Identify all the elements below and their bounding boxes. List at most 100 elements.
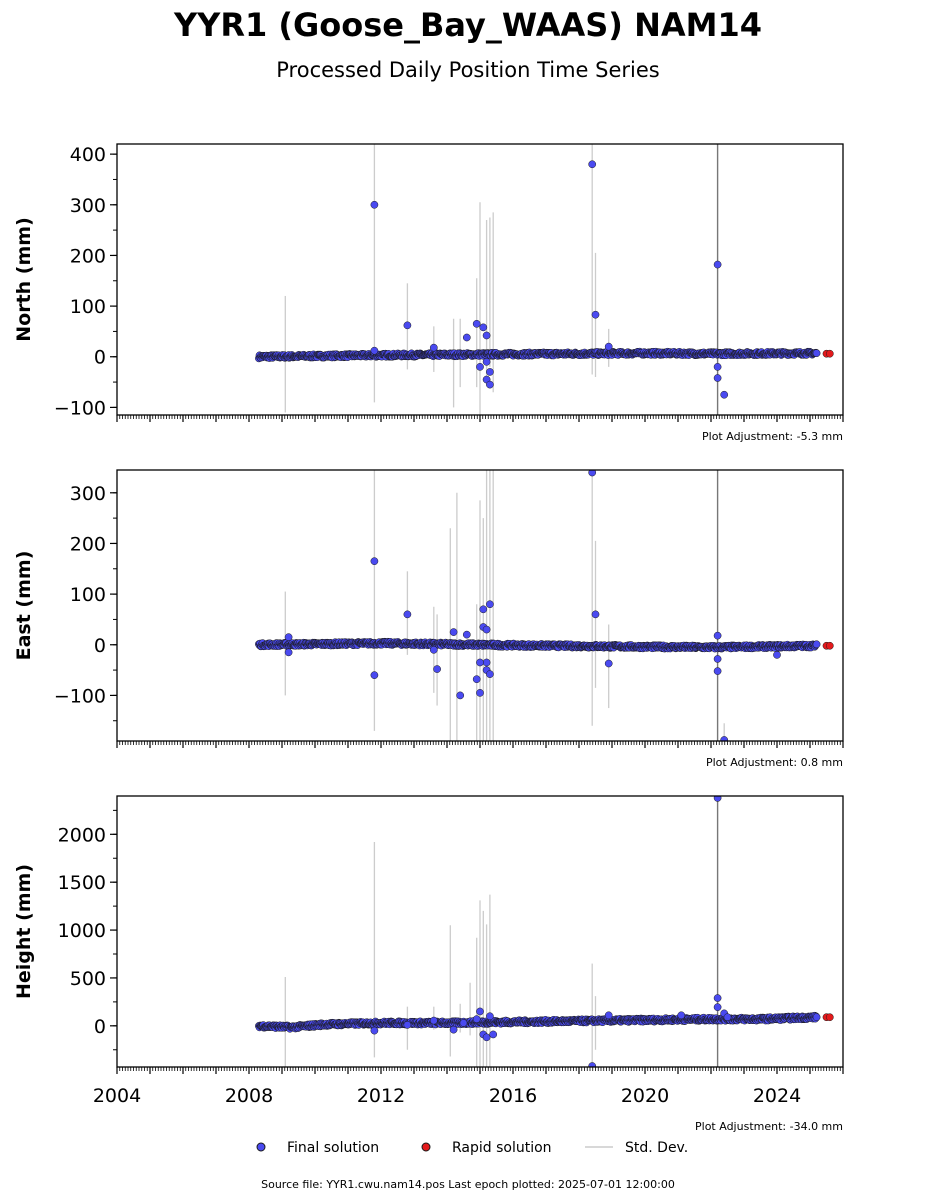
final-point (449, 628, 458, 636)
final-point (713, 374, 722, 382)
plot-area (255, 470, 834, 741)
final-point (482, 1033, 491, 1042)
y-tick-label: 400 (70, 144, 106, 166)
final-point (713, 796, 722, 802)
y-axis-label: East (mm) (13, 551, 35, 661)
y-axis-label: North (mm) (13, 217, 35, 342)
chart-subtitle: Processed Daily Position Time Series (276, 58, 660, 82)
y-tick-label: 2000 (58, 824, 106, 846)
x-tick-label: 2016 (489, 1085, 537, 1107)
x-tick-label: 2024 (753, 1085, 801, 1107)
final-point (486, 670, 494, 678)
y-tick-label: 1500 (58, 872, 106, 894)
final-point (456, 691, 465, 700)
final-point (284, 633, 293, 642)
y-tick-label: 0 (94, 347, 106, 369)
legend-stddev-label: Std. Dev. (625, 1140, 688, 1156)
legend-final-label: Final solution (287, 1140, 379, 1156)
x-tick-label: 2012 (357, 1085, 405, 1107)
y-tick-label: 300 (70, 195, 106, 217)
final-point (812, 349, 821, 358)
final-point (284, 648, 293, 657)
y-tick-label: 100 (70, 296, 106, 318)
final-point (370, 671, 379, 679)
legend-final-marker (256, 1142, 266, 1152)
final-point (476, 658, 484, 667)
final-point (459, 1019, 468, 1027)
plot-adjustment-label: Plot Adjustment: -34.0 mm (695, 1120, 843, 1133)
final-point (604, 342, 613, 351)
final-point (429, 645, 438, 654)
legend: Final solution Rapid solution Std. Dev. (256, 1140, 688, 1156)
final-point (429, 343, 438, 352)
final-point (476, 1007, 484, 1016)
final-point (588, 470, 597, 477)
final-point (462, 333, 471, 342)
final-point (486, 600, 494, 609)
final-point (472, 319, 481, 328)
y-tick-label: 0 (94, 1016, 106, 1038)
final-point (479, 605, 488, 614)
plot-area (255, 144, 834, 415)
final-point (370, 1026, 379, 1035)
final-point (486, 1012, 494, 1021)
final-point (588, 1062, 597, 1067)
source-footnote: Source file: YYR1.cwu.nam14.pos Last epo… (261, 1178, 675, 1191)
final-point (489, 1030, 498, 1039)
final-point (370, 346, 379, 355)
final-point (403, 610, 412, 619)
final-point (486, 368, 494, 376)
final-point (720, 390, 729, 399)
final-point (429, 1016, 438, 1025)
final-point (482, 625, 491, 634)
final-point (713, 655, 722, 663)
final-point (591, 310, 600, 319)
x-tick-label: 2004 (93, 1085, 141, 1107)
rapid-point (825, 641, 834, 650)
y-axis-label: Height (mm) (13, 864, 35, 999)
north-panel: −100 0 100 200 300 400 North (mm) Plot Adjustme… (13, 143, 844, 443)
chart-title: YYR1 (Goose_Bay_WAAS) NAM14 (173, 6, 762, 44)
east-panel: −100 0 100 200 300 East (mm) Plot Adjustment: … (13, 469, 844, 769)
final-point (713, 260, 722, 269)
final-point (713, 631, 722, 640)
final-point (713, 994, 722, 1002)
x-tick-label: 2020 (621, 1085, 669, 1107)
final-point (720, 736, 729, 741)
x-tick-label: 2008 (225, 1085, 273, 1107)
final-point (479, 323, 488, 332)
rapid-point (825, 1013, 834, 1022)
final-point (713, 363, 722, 371)
final-point (433, 665, 441, 673)
final-point (723, 1013, 732, 1022)
final-point (462, 630, 471, 639)
final-point (588, 160, 597, 169)
y-tick-label: 500 (70, 968, 106, 990)
y-tick-label: 200 (70, 533, 106, 555)
final-point (604, 1011, 613, 1020)
final-point (476, 363, 484, 371)
final-point (677, 1011, 686, 1020)
final-point (472, 1015, 481, 1023)
final-point (713, 667, 722, 675)
final-point (403, 321, 412, 330)
legend-rapid-label: Rapid solution (452, 1140, 552, 1156)
final-point (591, 610, 600, 619)
final-point (486, 380, 494, 389)
final-point (476, 689, 484, 697)
plot-adjustment-label: Plot Adjustment: 0.8 mm (706, 756, 843, 769)
final-point (482, 357, 491, 366)
final-point (812, 640, 821, 649)
y-tick-label: −100 (54, 685, 106, 707)
final-point (482, 658, 491, 667)
final-point (403, 1021, 412, 1029)
y-tick-label: −100 (54, 397, 106, 419)
height-panel: 0 500 1000 1500 2000 2004 2008 2012 2016 2020 2024… (13, 795, 844, 1133)
legend-rapid-marker (421, 1142, 431, 1152)
final-point (370, 200, 379, 209)
final-point (482, 331, 491, 340)
rapid-point (825, 349, 834, 358)
y-tick-label: 0 (94, 635, 106, 657)
y-tick-label: 100 (70, 584, 106, 606)
